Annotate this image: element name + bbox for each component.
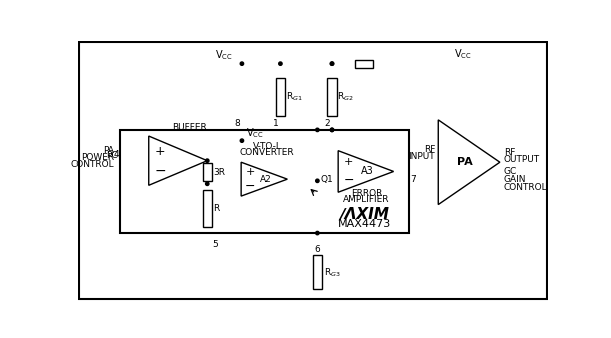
Text: V$_{\rm CC}$: V$_{\rm CC}$ — [454, 48, 472, 62]
Text: V$_{\rm CC}$: V$_{\rm CC}$ — [215, 48, 233, 62]
Text: PC: PC — [106, 151, 118, 160]
Text: R: R — [213, 204, 220, 213]
Text: V$_{\rm CC}$: V$_{\rm CC}$ — [246, 126, 263, 140]
Circle shape — [279, 62, 282, 65]
Text: Q1: Q1 — [320, 175, 333, 185]
Circle shape — [240, 139, 244, 142]
Text: BUFFER: BUFFER — [172, 123, 207, 132]
Bar — [120, 130, 409, 233]
Text: −: − — [344, 174, 354, 187]
Polygon shape — [438, 120, 500, 204]
Text: 4: 4 — [113, 150, 119, 159]
Bar — [276, 77, 285, 116]
Polygon shape — [241, 162, 287, 196]
Text: R$_{G3}$: R$_{G3}$ — [324, 266, 340, 279]
Text: R$_{G2}$: R$_{G2}$ — [337, 91, 354, 103]
Bar — [327, 77, 337, 116]
Text: 8: 8 — [235, 119, 240, 128]
Text: 1: 1 — [273, 119, 279, 128]
Text: RF: RF — [503, 148, 515, 158]
Text: CONTROL: CONTROL — [503, 183, 547, 192]
Text: 3R: 3R — [213, 168, 225, 177]
Text: CONVERTER: CONVERTER — [240, 148, 294, 158]
Text: INPUT: INPUT — [409, 152, 435, 161]
Text: PA: PA — [458, 157, 473, 167]
Text: RF: RF — [424, 145, 435, 154]
Text: OUTPUT: OUTPUT — [503, 155, 540, 164]
Text: AMPLIFIER: AMPLIFIER — [343, 195, 390, 204]
Circle shape — [331, 128, 334, 131]
Text: V-TO-I: V-TO-I — [254, 142, 280, 151]
Text: 2: 2 — [325, 119, 331, 128]
Text: +: + — [344, 157, 354, 167]
Text: R$_{G1}$: R$_{G1}$ — [286, 91, 302, 103]
Text: +: + — [246, 167, 255, 177]
Text: 5: 5 — [212, 240, 218, 249]
Text: POWER: POWER — [81, 153, 114, 162]
Circle shape — [316, 128, 319, 131]
Text: A3: A3 — [361, 166, 374, 176]
Bar — [203, 164, 212, 181]
Text: PA: PA — [103, 146, 114, 155]
Text: −: − — [155, 164, 166, 178]
Circle shape — [331, 128, 334, 131]
Circle shape — [205, 182, 209, 186]
Text: GAIN: GAIN — [503, 175, 526, 185]
Text: +: + — [155, 145, 166, 158]
Text: ∕ΛXΙΜ: ∕ΛXΙΜ — [339, 206, 389, 221]
Circle shape — [316, 179, 319, 183]
Circle shape — [316, 232, 319, 235]
Text: A2: A2 — [260, 175, 272, 184]
Circle shape — [331, 62, 334, 65]
Circle shape — [331, 62, 334, 65]
Bar — [203, 190, 212, 227]
Circle shape — [205, 159, 209, 162]
Polygon shape — [338, 151, 393, 192]
Bar — [313, 256, 322, 289]
Text: GC: GC — [503, 167, 517, 176]
Text: ERROR: ERROR — [351, 189, 382, 197]
Text: −: − — [245, 179, 255, 193]
Text: 7: 7 — [411, 174, 416, 184]
Bar — [355, 60, 373, 68]
Text: 6: 6 — [315, 245, 320, 254]
Polygon shape — [148, 136, 207, 185]
Text: MAX4473: MAX4473 — [338, 219, 391, 229]
Text: CONTROL: CONTROL — [70, 160, 114, 169]
Circle shape — [240, 62, 244, 65]
